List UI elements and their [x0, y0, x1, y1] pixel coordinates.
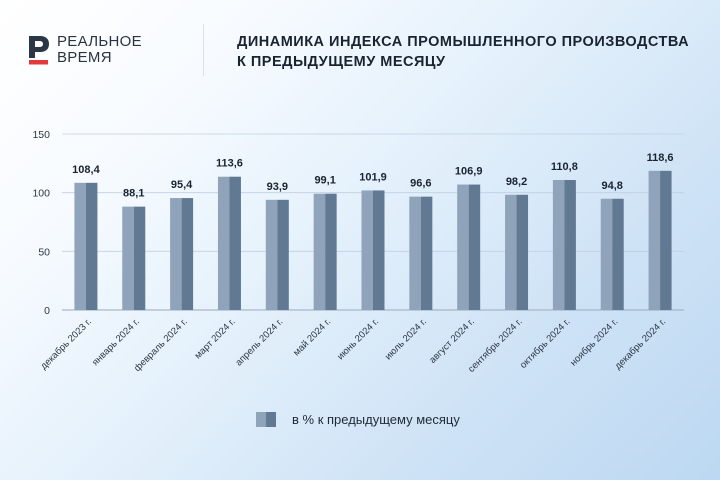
x-tick-label: декабрь 2023 г. [39, 316, 95, 372]
chart-title: ДИНАМИКА ИНДЕКСА ПРОМЫШЛЕННОГО ПРОИЗВОДС… [237, 32, 707, 72]
chart-title-line1: ДИНАМИКА ИНДЕКСА ПРОМЫШЛЕННОГО ПРОИЗВОДС… [237, 34, 690, 50]
x-tick-label: март 2024 г. [193, 316, 238, 361]
chart-title-line2: К ПРЕДЫДУЩЕМУ МЕСЯЦУ [237, 54, 446, 70]
bar-left-face [552, 179, 565, 310]
legend-label: в % к предыдущему месяцу [292, 412, 460, 427]
x-tick-label: апрель 2024 г. [233, 316, 285, 368]
bar [229, 176, 241, 310]
x-tick-label: июнь 2024 г. [335, 316, 381, 362]
y-tick-label: 100 [32, 188, 50, 200]
bar [181, 198, 194, 310]
bar [612, 198, 624, 310]
bar-value-label: 99,1 [314, 175, 335, 187]
bar [420, 196, 433, 310]
bar [468, 184, 481, 310]
brand-name-line1: РЕАЛЬНОЕ [57, 33, 142, 50]
bar-value-label: 96,6 [410, 178, 431, 190]
header-divider [203, 24, 204, 76]
bar [85, 182, 98, 310]
y-tick-label: 150 [32, 129, 50, 141]
bar-left-face [217, 176, 230, 310]
brand-name-line2: ВРЕМЯ [57, 49, 112, 66]
legend-swatch [256, 412, 276, 427]
x-tick-label: май 2024 г. [291, 316, 333, 358]
bar-left-face [265, 199, 278, 310]
bar [325, 193, 337, 310]
bar-value-label: 98,2 [506, 176, 527, 188]
bar [373, 190, 385, 310]
y-tick-label: 0 [44, 305, 50, 317]
bar-left-face [409, 196, 421, 310]
bar [564, 179, 576, 310]
bar [277, 199, 289, 310]
x-tick-label: ноябрь 2024 г. [568, 316, 620, 368]
bar-value-label: 88,1 [123, 188, 144, 200]
bar-value-label: 95,4 [171, 179, 193, 191]
bar-value-label: 108,4 [72, 164, 100, 176]
bar-left-face [361, 190, 373, 310]
bar-left-face [600, 198, 613, 310]
bar-value-label: 118,6 [647, 152, 674, 164]
y-tick-label: 50 [38, 246, 50, 258]
bar [516, 194, 529, 310]
bar-left-face [505, 194, 517, 310]
bar-left-face [74, 182, 86, 310]
x-tick-label: декабрь 2024 г. [613, 316, 669, 372]
bar-value-label: 94,8 [602, 180, 623, 192]
brand-name: РЕАЛЬНОЕ ВРЕМЯ [57, 34, 197, 66]
bar-value-label: 93,9 [267, 181, 288, 193]
bar-value-label: 101,9 [359, 171, 387, 183]
bar-value-label: 113,6 [216, 158, 243, 170]
x-tick-label: июль 2024 г. [383, 316, 429, 362]
bar-left-face [457, 184, 469, 310]
x-tick-label: январь 2024 г. [90, 316, 142, 368]
bar-value-label: 106,9 [455, 166, 483, 178]
logo-mark-icon [29, 36, 49, 65]
bar-value-label: 110,8 [551, 161, 578, 173]
bar-left-face [122, 206, 134, 310]
x-tick-label: август 2024 г. [427, 316, 476, 365]
x-tick-label: октябрь 2024 г. [518, 316, 573, 371]
bar-left-face [648, 170, 661, 310]
bar [660, 170, 672, 310]
bar [133, 206, 146, 310]
bar-left-face [170, 198, 182, 310]
bar-left-face [313, 193, 326, 310]
